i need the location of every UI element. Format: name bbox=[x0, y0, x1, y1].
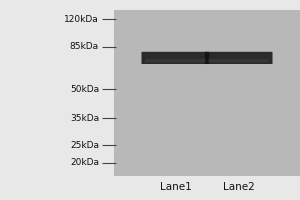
Text: 25kDa: 25kDa bbox=[70, 141, 99, 150]
FancyBboxPatch shape bbox=[145, 59, 206, 63]
Text: 20kDa: 20kDa bbox=[70, 158, 99, 167]
Bar bbox=[114, 10, 300, 176]
Text: Lane2: Lane2 bbox=[223, 182, 254, 192]
Text: 50kDa: 50kDa bbox=[70, 85, 99, 94]
Text: 120kDa: 120kDa bbox=[64, 15, 99, 24]
FancyBboxPatch shape bbox=[142, 52, 209, 64]
FancyBboxPatch shape bbox=[205, 52, 272, 64]
Text: 35kDa: 35kDa bbox=[70, 114, 99, 123]
Text: Lane1: Lane1 bbox=[160, 182, 191, 192]
Text: 85kDa: 85kDa bbox=[70, 42, 99, 51]
FancyBboxPatch shape bbox=[208, 59, 269, 63]
